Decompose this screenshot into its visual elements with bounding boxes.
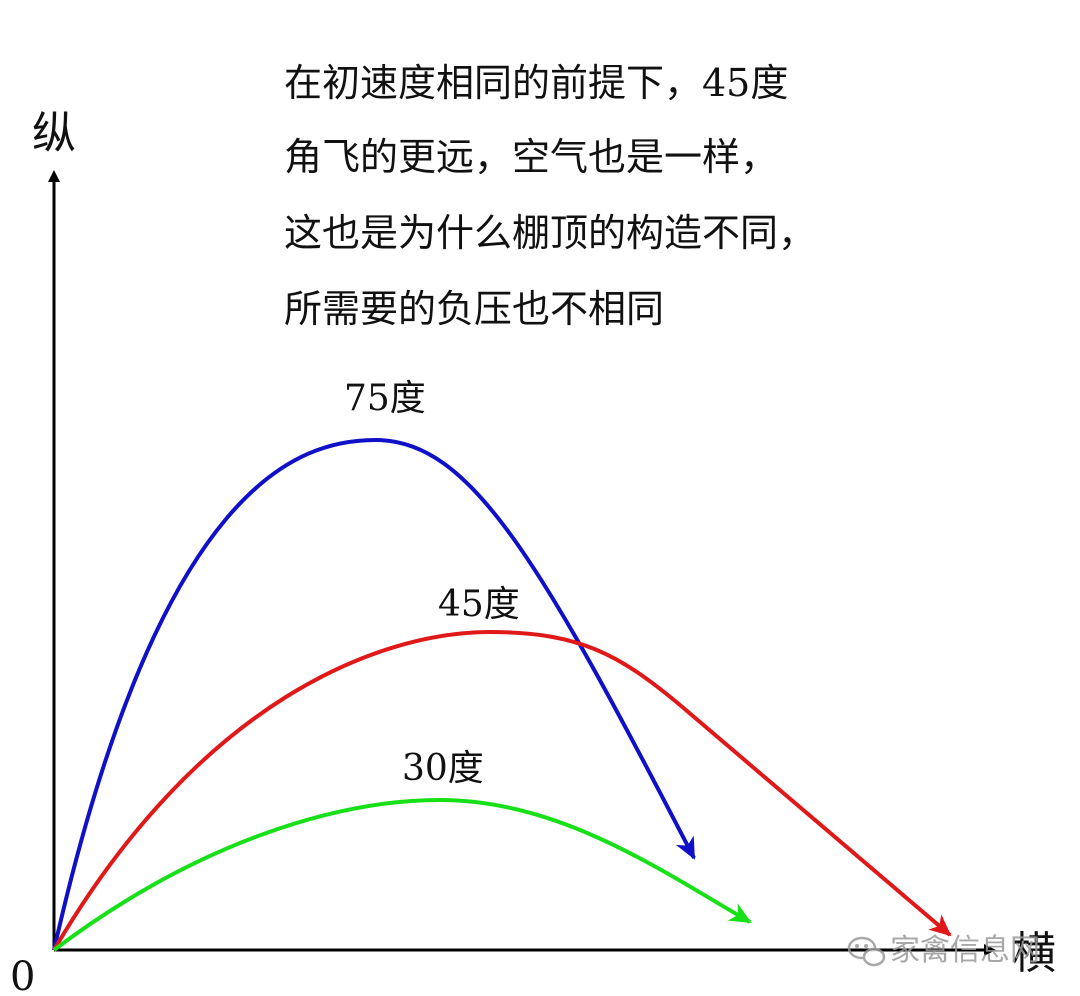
note-line: 所需要的负压也不相同 xyxy=(284,287,664,331)
watermark: 家禽信息网 xyxy=(847,933,1040,968)
curve-75-degree xyxy=(52,437,696,951)
curve-label-45: 45度 xyxy=(438,584,520,625)
curve-45-degree xyxy=(52,629,952,952)
curve-label-75: 75度 xyxy=(344,378,426,419)
note-line: 这也是为什么棚顶的构造不同， xyxy=(284,211,816,255)
watermark-text: 家禽信息网 xyxy=(890,933,1040,968)
curve-label-30: 30度 xyxy=(402,748,484,789)
note-line: 角飞的更远，空气也是一样， xyxy=(284,135,778,179)
curve-30-degree xyxy=(52,797,752,952)
x-axis-label: 横 xyxy=(1012,928,1056,979)
curves: 75度 45度 30度 xyxy=(52,378,952,952)
note-line: 在初速度相同的前提下，45度 xyxy=(284,61,788,105)
note-text-block: 在初速度相同的前提下，45度 角飞的更远，空气也是一样， 这也是为什么棚顶的构造… xyxy=(284,61,816,331)
y-axis-label: 纵 xyxy=(32,108,76,159)
origin-label: 0 xyxy=(10,954,35,996)
wechat-icon xyxy=(847,936,886,967)
axes: 纵 横 0 xyxy=(10,108,1056,996)
